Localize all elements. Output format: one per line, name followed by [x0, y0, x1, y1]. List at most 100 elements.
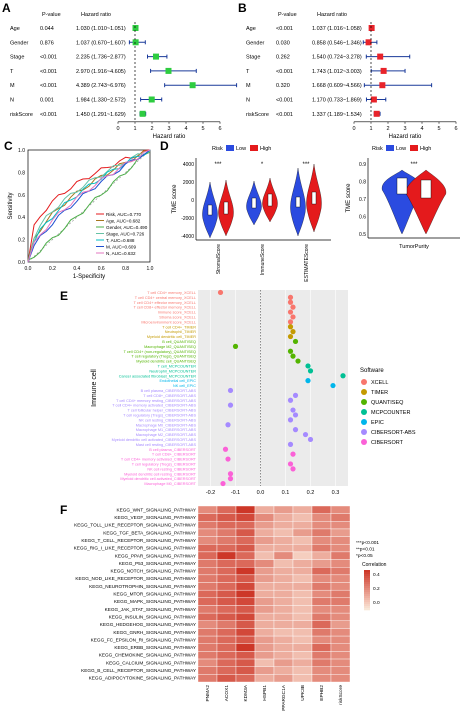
colorbar-segment	[364, 578, 370, 581]
group-label: ESTIMATEScore	[304, 244, 310, 282]
cell-point	[227, 402, 234, 408]
y-axis-label: TME score	[346, 183, 352, 213]
cell-point	[287, 441, 294, 447]
x-axis-label: Hazard ratio	[389, 134, 422, 140]
y-tick-label: 0.0	[18, 260, 25, 266]
heatmap-cell	[197, 567, 218, 576]
heatmap-cell	[216, 551, 237, 560]
estimate-point	[139, 110, 146, 117]
row-label: KEGG_GNRH_SIGNALING_PATHWAY	[113, 630, 197, 635]
x-tick-label: -0.1	[231, 490, 240, 496]
x-tick-label: 5	[201, 126, 204, 132]
heatmap-cell	[292, 658, 313, 667]
heatmap-cell	[311, 544, 332, 553]
heatmap-cell	[235, 666, 256, 675]
heatmap-cell	[292, 513, 313, 522]
row-label: riskScore	[10, 112, 33, 118]
row-hr: 0.858 (0.546~1.346)	[312, 40, 362, 46]
row-label: KEGG_P53_SIGNALING_PATHWAY	[119, 561, 197, 566]
row-pvalue: 0.001	[40, 98, 54, 104]
y-tick-label: -4000	[181, 234, 194, 240]
x-tick-label: 0.0	[257, 490, 265, 496]
heatmap-cell	[311, 574, 332, 583]
heatmap-cell	[292, 643, 313, 652]
heatmap-cell	[330, 605, 351, 614]
row-hr: 2.235 (1.736~2.877)	[76, 55, 126, 61]
cell-point	[225, 422, 231, 428]
cell-label: Macrophage M2_QUANTISEQ	[144, 345, 196, 349]
row-pvalue: <0.001	[40, 55, 57, 61]
y-tick-label: 0.7	[359, 197, 366, 203]
row-pvalue: <0.001	[40, 69, 57, 75]
row-label: KEGG_VEGF_SIGNALING_PATHWAY	[114, 515, 196, 520]
colorbar-segment	[364, 592, 370, 595]
heatmap-cell	[254, 505, 275, 514]
colorbar-segment	[364, 606, 370, 609]
column-label: riskScore	[338, 685, 344, 705]
heatmap-cell	[273, 551, 294, 560]
group-label: StromalScore	[216, 244, 222, 275]
heatmap-cell	[254, 643, 275, 652]
cell-label: T cell regulatory (Tregs)_QUANTISEQ	[131, 355, 196, 359]
cell-point	[290, 304, 296, 310]
cell-point	[295, 358, 301, 364]
box-high	[267, 193, 273, 207]
heatmap-cell	[311, 635, 332, 644]
heatmap-cell	[292, 582, 313, 591]
row-label: T	[10, 69, 14, 75]
heatmap-cell	[197, 559, 218, 568]
heatmap-cell	[330, 620, 351, 629]
cell-label: Endothelial cell_EPIC	[159, 379, 196, 383]
box-high	[311, 191, 317, 205]
heatmap-cell	[330, 643, 351, 652]
heatmap-cell	[235, 651, 256, 660]
heatmap-cell	[235, 574, 256, 583]
legend-swatch	[361, 409, 367, 415]
legend-label: CIBERSORT	[371, 440, 404, 446]
cell-point	[287, 299, 294, 305]
row-pvalue: 0.876	[40, 40, 54, 46]
heatmap-cell	[311, 666, 332, 675]
heatmap-cell	[197, 628, 218, 637]
row-label: KEGG_FC_EPSILON_RI_SIGNALING_PATHWAY	[91, 637, 197, 642]
cell-label: T cell CD8+ effector memory_XCELL	[134, 306, 196, 310]
heatmap-cell	[330, 574, 351, 583]
estimate-point	[365, 39, 372, 46]
heatmap-cell	[330, 597, 351, 606]
heatmap-cell	[292, 521, 313, 530]
estimate-point	[379, 82, 386, 89]
cell-point	[222, 446, 229, 452]
row-label: Age	[10, 26, 20, 32]
colorbar-segment	[364, 574, 370, 577]
x-tick-label: 2	[386, 126, 389, 132]
y-axis-label: Immune cell	[91, 369, 98, 407]
row-hr: 1.030 (1.010~1.051)	[76, 26, 126, 32]
heatmap-cell	[235, 551, 256, 560]
forest-plot-a: P-value Hazard ratio Age 0.044 1.030 (1.010~…	[10, 12, 238, 140]
cell-point	[292, 412, 299, 418]
heatmap-cell	[311, 612, 332, 621]
legend-label: XCELL	[371, 380, 388, 386]
row-hr: 1.450 (1.291~1.629)	[76, 112, 126, 118]
colorbar-tick-label: 0.4	[373, 572, 380, 578]
cell-point	[330, 382, 336, 389]
roc-curve	[27, 149, 151, 263]
cell-point	[287, 319, 294, 325]
heatmap-cell	[254, 582, 275, 591]
row-hr: 2.970 (1.916~4.605)	[76, 69, 126, 75]
heatmap-cell	[216, 559, 237, 568]
cell-label: T cell CD8+_CIBERSORT	[152, 453, 197, 457]
heatmap-cell	[292, 666, 313, 675]
cell-label: Microenvironment score_XCELL	[141, 320, 196, 324]
colorbar-segment	[364, 602, 370, 605]
colorbar-segment	[364, 586, 370, 589]
x-tick-label: 3	[403, 126, 406, 132]
heatmap-cell	[197, 597, 218, 606]
heatmap-cell	[330, 612, 351, 621]
significance-label: ***	[214, 162, 222, 168]
heatmap-cell	[216, 628, 237, 637]
cell-label: T cell CD8+_CIBERSORT-ABS	[143, 394, 196, 398]
cell-label: B cell plasma_CIBERSORT-ABS	[141, 389, 197, 393]
box-low	[251, 197, 257, 209]
heatmap-cell	[292, 536, 313, 545]
